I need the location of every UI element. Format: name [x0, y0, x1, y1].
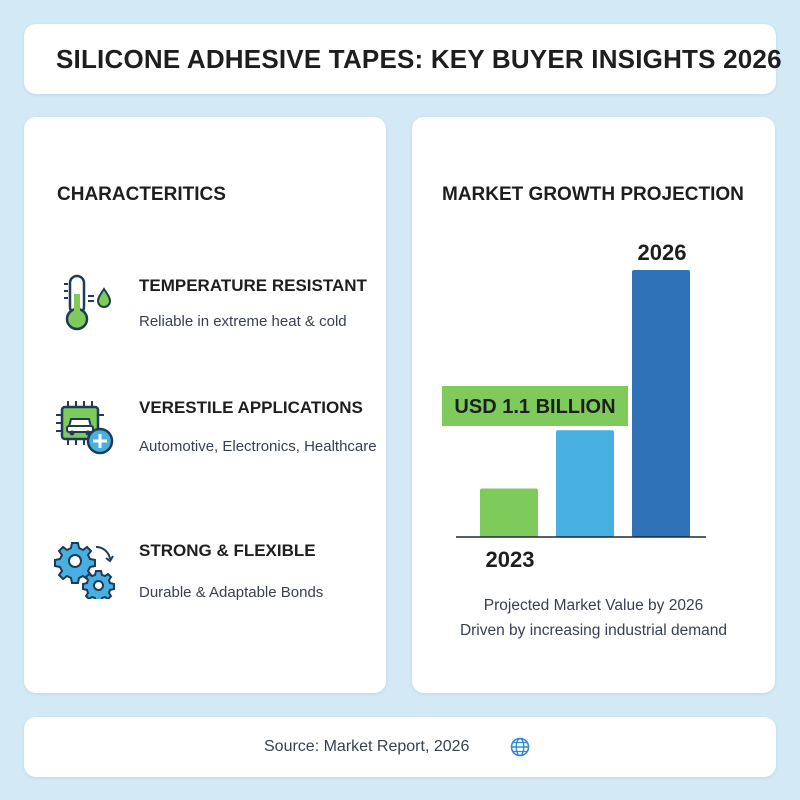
- value-callout: USD 1.1 BILLION: [454, 396, 615, 418]
- market-heading: MARKET GROWTH PROJECTION: [442, 184, 744, 205]
- circuit-car-plus-icon: [56, 401, 114, 455]
- footer-card: Source: Market Report, 2026: [24, 717, 776, 777]
- caption-line-1: Projected Market Value by 2026: [483, 597, 704, 614]
- feature-description: Reliable in extreme heat & cold: [139, 313, 347, 330]
- characteristics-panel: CHARACTERITICS TEMPERATURE RESISTANT Rel…: [24, 117, 386, 693]
- feature-description: Automotive, Electronics, Healthcare: [139, 438, 377, 455]
- globe-icon: [510, 737, 530, 757]
- bar-3: [632, 270, 690, 537]
- caption-line-2: Driven by increasing industrial demand: [459, 622, 728, 639]
- feature-title: TEMPERATURE RESISTANT: [139, 276, 367, 295]
- characteristics-heading: CHARACTERITICS: [57, 184, 226, 205]
- source-text: Source: Market Report, 2026: [264, 738, 470, 755]
- feature-strength: STRONG & FLEXIBLE Durable & Adaptable Bo…: [24, 537, 386, 607]
- thermometer-icon: [64, 274, 112, 331]
- feature-title: STRONG & FLEXIBLE: [139, 541, 316, 560]
- feature-temperature: TEMPERATURE RESISTANT Reliable in extrem…: [24, 272, 386, 342]
- value-callout-box: [442, 386, 628, 426]
- tick-label-2023: 2023: [486, 547, 535, 572]
- tick-label-2026: 2026: [638, 240, 687, 265]
- feature-title: VERESTILE APPLICATIONS: [139, 398, 363, 417]
- market-panel: MARKET GROWTH PROJECTION 2023 2026 USD 1…: [412, 117, 775, 693]
- feature-applications: VERESTILE APPLICATIONS Automotive, Elect…: [24, 395, 386, 465]
- market-bar-chart: 2023 2026 USD 1.1 BILLION: [442, 240, 706, 572]
- bar-1: [480, 488, 538, 537]
- bar-2: [556, 430, 614, 537]
- feature-description: Durable & Adaptable Bonds: [139, 584, 324, 601]
- gears-icon: [54, 542, 115, 599]
- title-card: SILICONE ADHESIVE TAPES: KEY BUYER INSIG…: [24, 24, 782, 94]
- page-title: SILICONE ADHESIVE TAPES: KEY BUYER INSIG…: [56, 44, 782, 74]
